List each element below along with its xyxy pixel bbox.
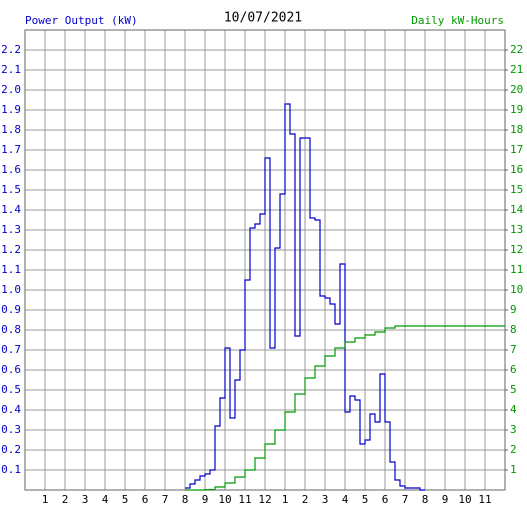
- y-tick-label: 1.8: [1, 123, 21, 136]
- y-tick-label: 1.7: [1, 143, 21, 156]
- y2-tick-label: 20: [510, 83, 523, 96]
- x-tick-label: 1: [282, 493, 289, 506]
- y2-tick-label: 1: [510, 463, 517, 476]
- x-tick-label: 3: [82, 493, 89, 506]
- x-tick-label: 10: [458, 493, 471, 506]
- y2-tick-label: 19: [510, 103, 523, 116]
- y-tick-label: 1.1: [1, 263, 21, 276]
- y2-tick-label: 2: [510, 443, 517, 456]
- y2-tick-label: 21: [510, 63, 523, 76]
- y-tick-label: 0.2: [1, 443, 21, 456]
- x-tick-label: 2: [62, 493, 69, 506]
- x-tick-label: 5: [122, 493, 129, 506]
- y2-tick-label: 9: [510, 303, 517, 316]
- y-tick-label: 0.5: [1, 383, 21, 396]
- plot-border: [24, 29, 506, 491]
- y2-tick-label: 18: [510, 123, 523, 136]
- y2-tick-label: 16: [510, 163, 523, 176]
- y-tick-label: 1.0: [1, 283, 21, 296]
- y-tick-label: 2.1: [1, 63, 21, 76]
- y-tick-label: 1.5: [1, 183, 21, 196]
- y2-tick-label: 22: [510, 43, 523, 56]
- x-tick-label: 10: [218, 493, 231, 506]
- y2-tick-label: 7: [510, 343, 517, 356]
- x-tick-label: 1: [42, 493, 49, 506]
- y2-tick-label: 8: [510, 323, 517, 336]
- x-tick-label: 9: [442, 493, 449, 506]
- y-tick-label: 0.7: [1, 343, 21, 356]
- x-tick-label: 7: [402, 493, 409, 506]
- x-tick-label: 6: [382, 493, 389, 506]
- y2-tick-label: 14: [510, 203, 524, 216]
- x-tick-label: 11: [478, 493, 491, 506]
- y-axis-label: Power Output (kW): [25, 14, 138, 27]
- y2-tick-label: 13: [510, 223, 523, 236]
- y-tick-label: 1.3: [1, 223, 21, 236]
- y2-tick-label: 10: [510, 283, 523, 296]
- y2-tick-label: 4: [510, 403, 517, 416]
- y-tick-label: 0.4: [1, 403, 21, 416]
- y-tick-label: 1.2: [1, 243, 21, 256]
- y-tick-label: 1.6: [1, 163, 21, 176]
- y2-tick-label: 15: [510, 183, 523, 196]
- x-tick-label: 12: [258, 493, 271, 506]
- y-tick-label: 0.6: [1, 363, 21, 376]
- y2-tick-label: 12: [510, 243, 523, 256]
- x-tick-label: 9: [202, 493, 209, 506]
- y2-tick-label: 3: [510, 423, 517, 436]
- y-tick-label: 2.2: [1, 43, 21, 56]
- x-tick-label: 11: [238, 493, 251, 506]
- data-line: [185, 103, 425, 491]
- data-line: [185, 325, 505, 491]
- x-tick-label: 2: [302, 493, 309, 506]
- y-tick-label: 1.4: [1, 203, 21, 216]
- x-tick-label: 4: [342, 493, 349, 506]
- x-tick-label: 5: [362, 493, 369, 506]
- y-tick-label: 0.1: [1, 463, 21, 476]
- y2-tick-label: 5: [510, 383, 517, 396]
- y-tick-label: 0.9: [1, 303, 21, 316]
- x-tick-label: 8: [422, 493, 429, 506]
- y-tick-label: 2.0: [1, 83, 21, 96]
- y2-tick-label: 6: [510, 363, 517, 376]
- x-tick-label: 6: [142, 493, 149, 506]
- y-tick-label: 1.9: [1, 103, 21, 116]
- y-tick-label: 0.8: [1, 323, 21, 336]
- x-tick-label: 4: [102, 493, 109, 506]
- y2-tick-label: 17: [510, 143, 523, 156]
- y-tick-label: 0.3: [1, 423, 21, 436]
- y2-tick-label: 11: [510, 263, 523, 276]
- y2-axis-label: Daily kW-Hours: [411, 14, 504, 27]
- x-tick-label: 3: [322, 493, 329, 506]
- x-tick-label: 7: [162, 493, 169, 506]
- chart-title: 10/07/2021: [224, 11, 302, 26]
- x-tick-label: 8: [182, 493, 189, 506]
